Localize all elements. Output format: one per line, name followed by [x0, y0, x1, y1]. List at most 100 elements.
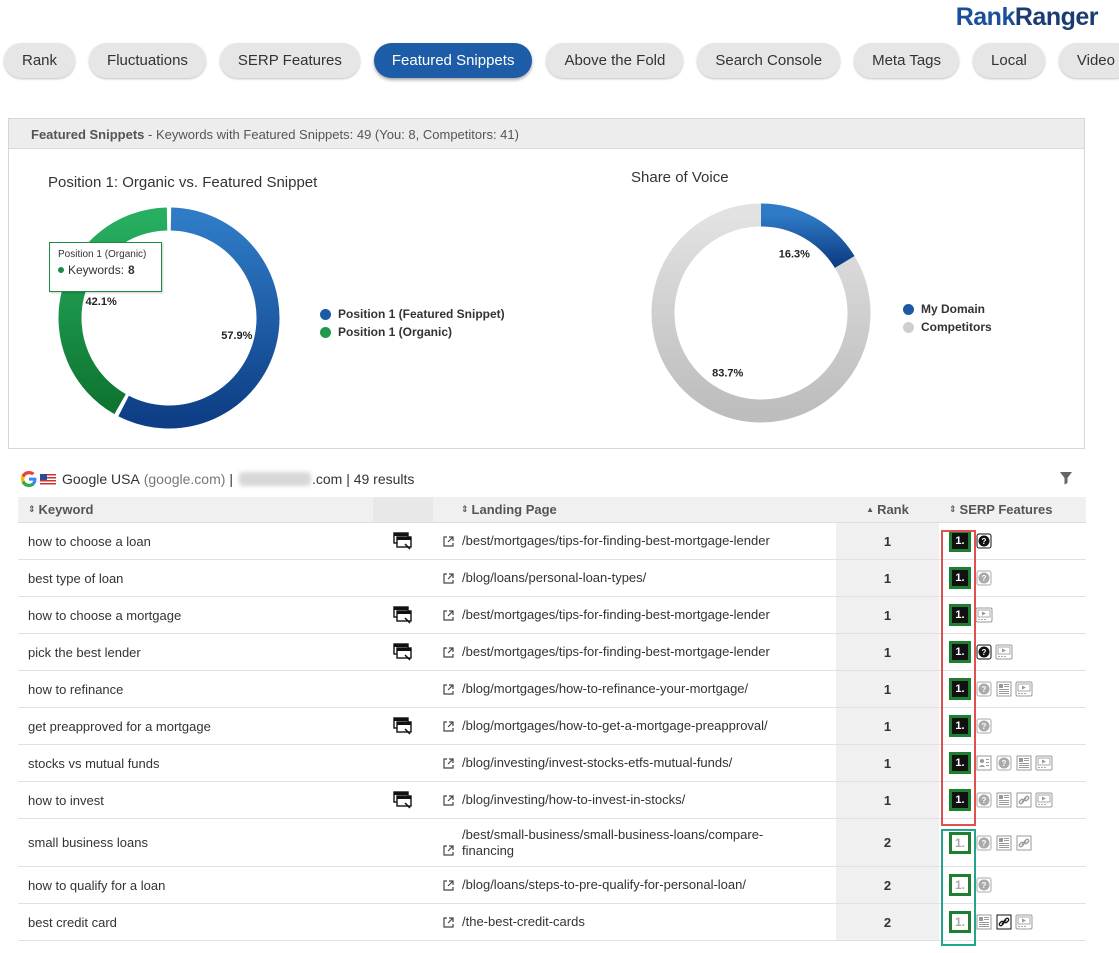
tab-local[interactable]: Local [973, 43, 1045, 78]
donut-chart-share-of-voice[interactable]: 16.3% 83.7% [651, 203, 871, 423]
table-row[interactable]: get preapproved for a mortgage/blog/mort… [18, 708, 1086, 745]
keyword-cell[interactable]: small business loans [28, 835, 148, 850]
table-row[interactable]: best type of loan/blog/loans/personal-lo… [18, 560, 1086, 597]
svg-text:?: ? [982, 537, 987, 546]
screenshot-icon[interactable] [393, 606, 413, 624]
landing-page-url[interactable]: /blog/mortgages/how-to-get-a-mortgage-pr… [462, 718, 768, 733]
table-row[interactable]: how to refinance/blog/mortgages/how-to-r… [18, 671, 1086, 708]
featured-snippet-icon[interactable]: 1. [949, 678, 971, 700]
screenshot-icon[interactable] [393, 791, 413, 809]
donut-chart-position1[interactable]: 57.9% 42.1% [58, 207, 280, 429]
header-landing-page[interactable]: ⇕ Landing Page [461, 502, 557, 517]
landing-page-cell[interactable]: /best/mortgages/tips-for-finding-best-mo… [433, 597, 836, 633]
legend-item-competitors[interactable]: Competitors [903, 318, 992, 336]
landing-page-url[interactable]: /best/mortgages/tips-for-finding-best-mo… [462, 533, 770, 548]
tab-rank[interactable]: Rank [4, 43, 76, 78]
landing-page-url[interactable]: /blog/mortgages/how-to-refinance-your-mo… [462, 681, 749, 696]
featured-snippet-icon[interactable]: 1. [949, 604, 971, 626]
keyword-cell[interactable]: how to invest [28, 792, 104, 808]
landing-page-url[interactable]: /blog/loans/steps-to-pre-qualify-for-per… [462, 877, 746, 892]
landing-page-cell[interactable]: /best/small-business/small-business-loan… [433, 819, 836, 866]
keyword-cell[interactable]: best type of loan [28, 570, 124, 586]
keyword-cell[interactable]: how to refinance [28, 681, 124, 697]
keyword-cell[interactable]: how to choose a loan [28, 533, 151, 549]
snippet-preview-cell [373, 708, 433, 744]
landing-page-cell[interactable]: /blog/loans/steps-to-pre-qualify-for-per… [433, 867, 836, 903]
external-link-icon[interactable] [443, 879, 454, 891]
landing-page-cell[interactable]: /blog/investing/how-to-invest-in-stocks/ [433, 782, 836, 818]
external-link-icon[interactable] [443, 646, 454, 658]
snippet-preview-cell [373, 745, 433, 781]
table-row[interactable]: how to choose a mortgage/best/mortgages/… [18, 597, 1086, 634]
legend-item-organic[interactable]: Position 1 (Organic) [320, 323, 505, 341]
tab-search-console[interactable]: Search Console [697, 43, 841, 78]
header-serp-features[interactable]: ⇕ SERP Features [949, 502, 1053, 517]
tab-meta-tags[interactable]: Meta Tags [854, 43, 960, 78]
table-row[interactable]: pick the best lender/best/mortgages/tips… [18, 634, 1086, 671]
screenshot-icon[interactable] [393, 717, 413, 735]
external-link-icon[interactable] [443, 720, 454, 732]
featured-snippet-icon[interactable]: 1. [949, 752, 971, 774]
table-row[interactable]: stocks vs mutual funds/blog/investing/in… [18, 745, 1086, 782]
landing-page-cell[interactable]: /blog/investing/invest-stocks-etfs-mutua… [433, 745, 836, 781]
featured-snippet-icon[interactable]: 1. [949, 567, 971, 589]
landing-page-cell[interactable]: /blog/loans/personal-loan-types/ [433, 560, 836, 596]
landing-page-cell[interactable]: /blog/mortgages/how-to-refinance-your-mo… [433, 671, 836, 707]
external-link-icon[interactable] [443, 794, 454, 806]
table-row[interactable]: how to qualify for a loan/blog/loans/ste… [18, 867, 1086, 904]
landing-page-cell[interactable]: /best/mortgages/tips-for-finding-best-mo… [433, 634, 836, 670]
donut-slice-position-1-featured-snippet[interactable] [118, 207, 280, 429]
tab-fluctuations[interactable]: Fluctuations [89, 43, 206, 78]
tab-video[interactable]: Video [1058, 43, 1119, 78]
external-link-icon[interactable] [443, 916, 454, 928]
table-row[interactable]: best credit card/the-best-credit-cards 2 1… [18, 904, 1086, 941]
landing-page-cell[interactable]: /the-best-credit-cards [433, 904, 836, 940]
external-link-icon[interactable] [443, 609, 454, 621]
filter-icon[interactable] [1059, 471, 1073, 485]
header-keyword[interactable]: ⇕ Keyword [28, 502, 94, 517]
landing-page-cell[interactable]: /best/mortgages/tips-for-finding-best-mo… [433, 523, 836, 559]
keyword-cell[interactable]: how to qualify for a loan [28, 877, 166, 893]
header-landing-label: Landing Page [471, 502, 557, 517]
featured-snippet-icon[interactable]: 1. [949, 831, 971, 854]
featured-snippet-icon[interactable]: 1. [949, 789, 971, 811]
tab-above-the-fold[interactable]: Above the Fold [546, 43, 684, 78]
landing-page-url[interactable]: /blog/loans/personal-loan-types/ [462, 570, 647, 585]
table-row[interactable]: small business loans/best/small-business… [18, 819, 1086, 867]
landing-page-url[interactable]: /the-best-credit-cards [462, 914, 585, 929]
screenshot-icon[interactable] [393, 532, 413, 550]
featured-snippet-icon[interactable]: 1. [949, 874, 971, 896]
keyword-cell[interactable]: get preapproved for a mortgage [28, 718, 211, 734]
featured-snippet-icon[interactable]: 1. [949, 641, 971, 663]
header-rank[interactable]: ▲ Rank [836, 497, 939, 522]
donut-slice-position-1-organic[interactable] [58, 207, 168, 415]
table-row[interactable]: how to invest/blog/investing/how-to-inve… [18, 782, 1086, 819]
donut-slice-my-domain[interactable] [760, 203, 855, 269]
landing-page-url[interactable]: /best/mortgages/tips-for-finding-best-mo… [462, 644, 770, 659]
screenshot-icon[interactable] [393, 643, 413, 661]
featured-snippet-icon[interactable]: 1. [949, 911, 971, 933]
donut-slice-competitors[interactable] [651, 203, 871, 423]
external-link-icon[interactable] [443, 757, 454, 769]
search-engine-domain: (google.com) [143, 471, 226, 487]
keyword-cell[interactable]: pick the best lender [28, 644, 141, 660]
landing-page-url[interactable]: /best/small-business/small-business-loan… [462, 826, 764, 858]
landing-page-url[interactable]: /best/mortgages/tips-for-finding-best-mo… [462, 607, 770, 622]
landing-page-url[interactable]: /blog/investing/invest-stocks-etfs-mutua… [462, 755, 733, 770]
external-link-icon[interactable] [443, 572, 454, 584]
landing-page-cell[interactable]: /blog/mortgages/how-to-get-a-mortgage-pr… [433, 708, 836, 744]
external-link-icon[interactable] [443, 683, 454, 695]
table-row[interactable]: how to choose a loan/best/mortgages/tips… [18, 523, 1086, 560]
legend-item-featured-snippet[interactable]: Position 1 (Featured Snippet) [320, 305, 505, 323]
rank-cell: 1 [836, 523, 939, 559]
legend-item-my-domain[interactable]: My Domain [903, 300, 992, 318]
external-link-icon[interactable] [443, 535, 454, 547]
tab-serp-features[interactable]: SERP Features [219, 43, 360, 78]
landing-page-url[interactable]: /blog/investing/how-to-invest-in-stocks/ [462, 792, 686, 807]
external-link-icon[interactable] [443, 845, 454, 856]
keyword-cell[interactable]: best credit card [28, 914, 117, 930]
featured-snippet-icon[interactable]: 1. [949, 715, 971, 737]
keyword-cell[interactable]: stocks vs mutual funds [28, 755, 160, 771]
tab-featured-snippets[interactable]: Featured Snippets [373, 43, 533, 78]
keyword-cell[interactable]: how to choose a mortgage [28, 607, 182, 623]
